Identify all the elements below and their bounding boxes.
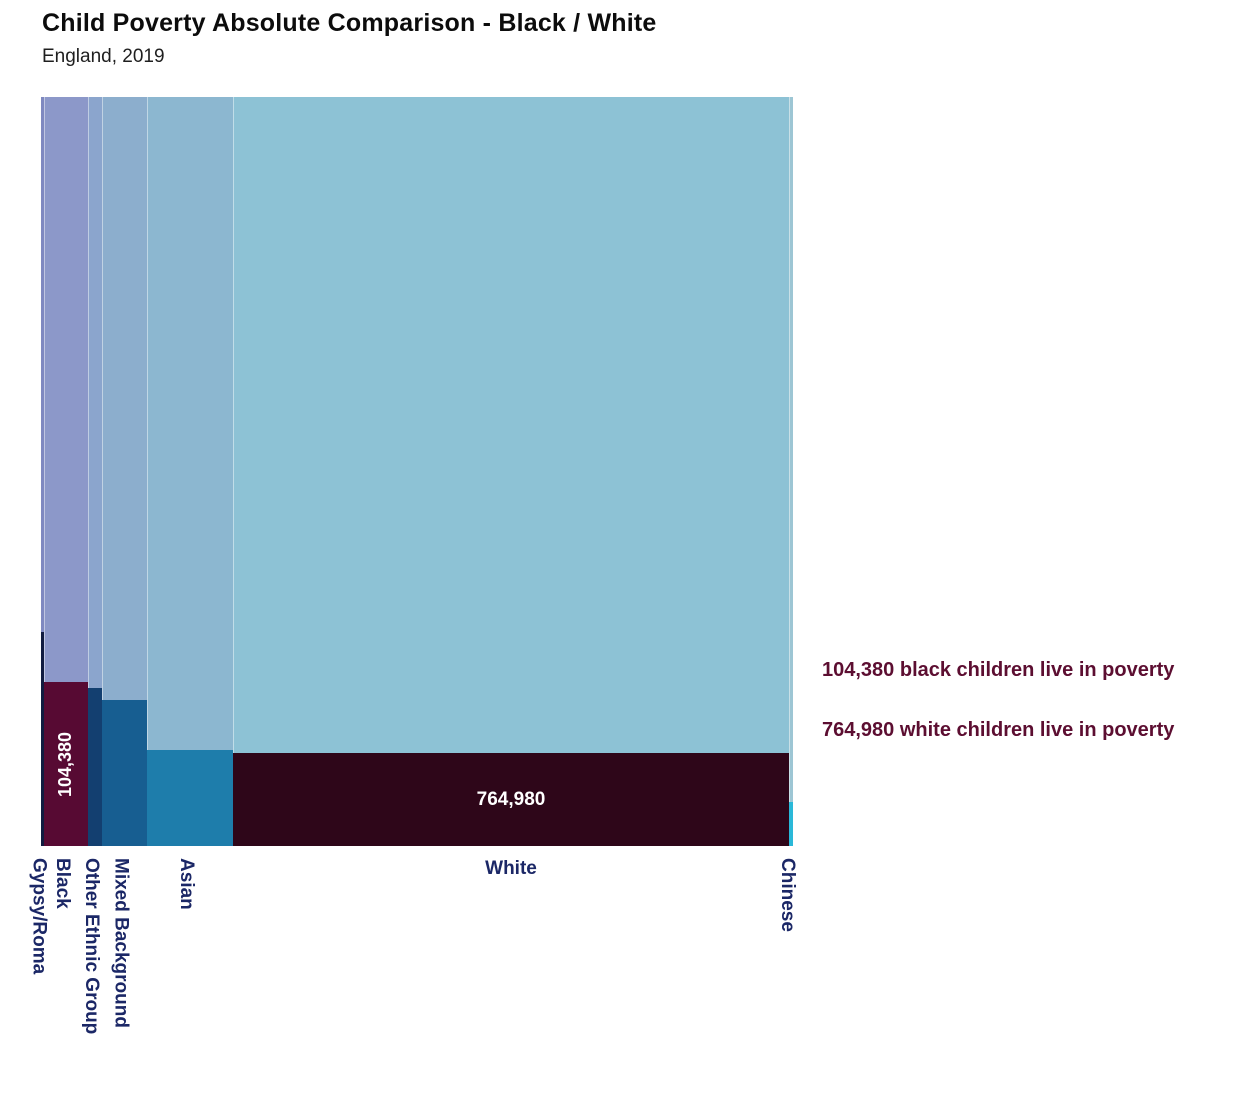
axis-label-black: Black [52,858,73,909]
poverty-bar-asian [147,750,233,846]
bar-value-label-white: 764,980 [476,788,546,810]
poverty-bar-white: 764,980 [233,753,789,846]
column-black: 104,380 [44,97,88,846]
column-gypsy-roma [41,97,44,846]
chart-title: Child Poverty Absolute Comparison - Blac… [42,9,657,37]
axis-label-other-ethnic-group: Other Ethnic Group [81,858,102,1035]
poverty-bar-other-ethnic-group [88,688,102,846]
column-mixed-background [102,97,147,846]
marimekko-chart: 104,380 764,980 [41,97,793,846]
bar-value-label-black: 104,380 [55,731,76,797]
x-axis-labels: Gypsy/Roma Black Other Ethnic Group Mixed B… [29,858,799,1088]
annotation-white-poverty: 764,980 white children live in poverty [822,719,1175,741]
annotation-black-poverty: 104,380 black children live in poverty [822,659,1175,681]
axis-label-asian: Asian [176,858,197,910]
column-asian [147,97,233,846]
poverty-bar-gypsy-roma [41,632,44,846]
poverty-bar-black: 104,380 [44,682,88,846]
column-other-ethnic-group [88,97,102,846]
poverty-bar-chinese [789,802,793,846]
column-chinese [789,97,793,846]
axis-label-chinese: Chinese [777,858,798,932]
axis-label-gypsy-roma: Gypsy/Roma [28,858,50,975]
column-white: 764,980 [233,97,789,846]
chart-subtitle: England, 2019 [42,46,165,67]
axis-label-white: White [485,858,537,879]
poverty-bar-mixed-background [102,700,147,846]
axis-label-mixed-background: Mixed Background [110,858,132,1028]
